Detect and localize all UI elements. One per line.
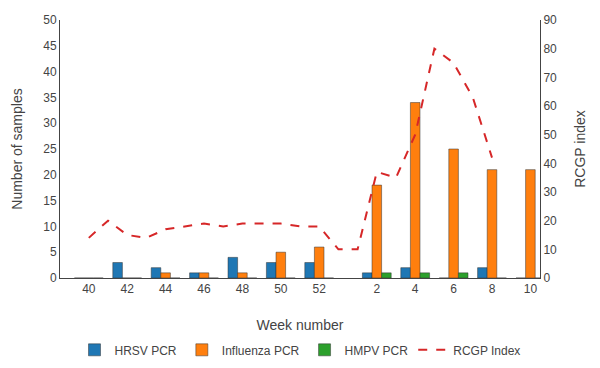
svg-text:25: 25 [43,142,57,156]
svg-text:RCGP Index: RCGP Index [453,344,520,358]
svg-text:40: 40 [43,65,57,79]
svg-text:2: 2 [373,282,380,296]
svg-text:44: 44 [159,282,173,296]
svg-text:40: 40 [82,282,96,296]
svg-text:RCGP index: RCGP index [572,110,588,188]
svg-text:50: 50 [274,282,288,296]
svg-text:30: 30 [543,185,557,199]
svg-text:6: 6 [450,282,457,296]
svg-text:10: 10 [543,243,557,257]
svg-text:0: 0 [50,271,57,285]
svg-text:0: 0 [543,271,550,285]
svg-text:52: 52 [313,282,327,296]
svg-text:5: 5 [50,245,57,259]
svg-text:HMPV PCR: HMPV PCR [345,344,409,358]
svg-text:20: 20 [543,214,557,228]
svg-text:Number of samples: Number of samples [9,88,25,209]
svg-text:80: 80 [543,42,557,56]
svg-text:20: 20 [43,168,57,182]
svg-text:10: 10 [43,220,57,234]
svg-text:60: 60 [543,99,557,113]
svg-text:10: 10 [524,282,538,296]
svg-text:50: 50 [543,128,557,142]
svg-text:4: 4 [412,282,419,296]
svg-text:Week number: Week number [257,317,344,333]
svg-text:90: 90 [543,13,557,27]
svg-text:46: 46 [197,282,211,296]
svg-text:50: 50 [43,13,57,27]
svg-text:15: 15 [43,194,57,208]
svg-text:45: 45 [43,39,57,53]
svg-text:35: 35 [43,91,57,105]
svg-text:HRSV PCR: HRSV PCR [115,344,177,358]
svg-text:42: 42 [121,282,135,296]
svg-text:30: 30 [43,116,57,130]
svg-text:48: 48 [236,282,250,296]
svg-text:40: 40 [543,157,557,171]
svg-text:70: 70 [543,71,557,85]
svg-text:Influenza PCR: Influenza PCR [222,344,300,358]
svg-text:8: 8 [489,282,496,296]
